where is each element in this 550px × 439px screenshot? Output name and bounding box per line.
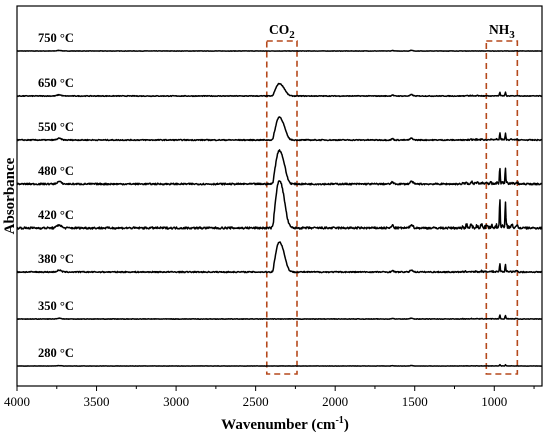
x-tick-label: 4000 (4, 394, 30, 409)
trace-line (16, 116, 543, 142)
trace-line (16, 49, 543, 52)
trace-line (16, 82, 543, 98)
spectra-traces (16, 49, 543, 367)
x-axis: 4000 3500 3000 2500 2000 1500 1000 (4, 386, 535, 409)
annotation-label: NH3 (489, 22, 515, 41)
annotation-region (265, 40, 298, 375)
trace-line (16, 149, 543, 186)
trace-labels: 750 °C 650 °C 550 °C 480 °C 420 °C 380 °C 350 … (38, 31, 74, 360)
trace-line (16, 180, 543, 230)
trace-label: 350 °C (38, 299, 74, 313)
x-tick-label: 3000 (163, 394, 189, 409)
x-tick-label: 1500 (402, 394, 428, 409)
trace-line (16, 241, 543, 274)
trace-label: 480 °C (38, 164, 74, 178)
annotation-regions: CO2 NH3 (265, 22, 519, 375)
trace-line (16, 314, 543, 321)
trace-label: 420 °C (38, 208, 74, 222)
x-axis-title: Wavenumber (cm-1) (221, 415, 349, 433)
annotation-region (485, 40, 519, 375)
trace-label: 280 °C (38, 346, 74, 360)
trace-label: 750 °C (38, 31, 74, 45)
trace-line (16, 363, 543, 367)
trace-label: 650 °C (38, 76, 74, 90)
plot-frame (16, 5, 543, 387)
x-tick-label: 2500 (243, 394, 269, 409)
x-tick-label: 2000 (322, 394, 348, 409)
x-tick-label: 3500 (84, 394, 110, 409)
annotation-label: CO2 (269, 22, 295, 41)
trace-label: 380 °C (38, 252, 74, 266)
x-tick-label: 1000 (481, 394, 507, 409)
trace-label: 550 °C (38, 120, 74, 134)
y-axis-title: Absorbance (2, 157, 18, 234)
